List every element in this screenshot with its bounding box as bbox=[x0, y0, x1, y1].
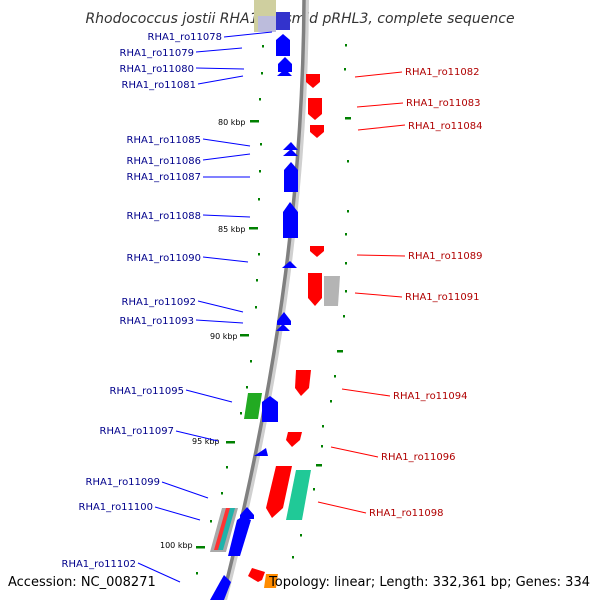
gene-arrow-ro11084 bbox=[310, 125, 324, 138]
gene-arrow-ro11078 bbox=[276, 12, 290, 30]
feature-top-light bbox=[258, 16, 276, 32]
gene-label-ro11098: RHA1_ro11098 bbox=[369, 508, 444, 519]
accession-text: Accession: NC_008271 bbox=[8, 575, 156, 590]
gene-label-ro11094: RHA1_ro11094 bbox=[393, 391, 468, 402]
topology-text: Topology: linear; Length: 332,361 bp; Ge… bbox=[268, 575, 590, 590]
forward-gene-arrows bbox=[210, 12, 298, 600]
gene-label-ro11089: RHA1_ro11089 bbox=[408, 251, 483, 262]
tick-label-85kbp: 85 kbp bbox=[218, 225, 246, 234]
gene-arrow-ro11096 bbox=[286, 432, 302, 447]
gene-arrow-ro11080 bbox=[278, 57, 292, 72]
gene-arrow-ro11090 bbox=[282, 261, 297, 268]
forward-leader-lines bbox=[137, 31, 273, 583]
gene-label-ro11093: RHA1_ro11093 bbox=[120, 316, 195, 327]
gene-label-ro11097: RHA1_ro11097 bbox=[100, 426, 175, 437]
gene-arrow-ro11085 bbox=[283, 142, 298, 150]
gene-arrow-ro11102 bbox=[210, 575, 231, 600]
gene-arrow-ro11082 bbox=[306, 74, 320, 88]
gene-label-ro11100: RHA1_ro11100 bbox=[79, 502, 154, 513]
gene-arrow-ro11095 bbox=[262, 396, 278, 422]
tick-label-80kbp: 80 kbp bbox=[218, 118, 246, 127]
gene-arrow-ro11081 bbox=[277, 69, 292, 76]
gene-label-ro11082: RHA1_ro11082 bbox=[405, 67, 480, 78]
map-title: Rhodococcus jostii RHA1 plasmid pRHL3, c… bbox=[85, 11, 514, 27]
feature-teal-98 bbox=[286, 470, 311, 520]
gene-label-ro11079: RHA1_ro11079 bbox=[120, 48, 195, 59]
feature-gray-91 bbox=[324, 276, 340, 306]
gene-label-ro11090: RHA1_ro11090 bbox=[127, 253, 202, 264]
gene-label-ro11080: RHA1_ro11080 bbox=[120, 64, 195, 75]
gene-label-ro11081: RHA1_ro11081 bbox=[122, 80, 197, 91]
gene-arrow-ro11089 bbox=[310, 246, 324, 257]
gene-arrow-ro11100 bbox=[240, 507, 254, 519]
gene-label-ro11091: RHA1_ro11091 bbox=[405, 292, 480, 303]
gene-arrow-ro11098 bbox=[266, 466, 292, 518]
gene-label-ro11087: RHA1_ro11087 bbox=[127, 172, 202, 183]
gene-arrow-ro11088 bbox=[283, 202, 298, 238]
reverse-gene-arrows bbox=[248, 74, 324, 582]
backbone-shadow bbox=[221, 0, 309, 600]
gene-arrow-ro11083 bbox=[308, 98, 322, 120]
gene-label-ro11086: RHA1_ro11086 bbox=[127, 156, 202, 167]
gene-arrow-bottom bbox=[248, 568, 265, 582]
gene-arrow-ro11086 bbox=[283, 149, 298, 156]
forward-gene-labels: RHA1_ro11078 RHA1_ro11079 RHA1_ro11080 R… bbox=[62, 32, 223, 570]
tick-label-95kbp: 95 kbp bbox=[192, 437, 220, 446]
gene-label-ro11088: RHA1_ro11088 bbox=[127, 211, 202, 222]
gene-arrow-ro11079 bbox=[276, 34, 290, 56]
gene-label-ro11095: RHA1_ro11095 bbox=[110, 386, 185, 397]
gene-arrow-ro11091 bbox=[308, 273, 322, 306]
feature-green-95 bbox=[244, 393, 262, 419]
feature-multicolor-100-teal bbox=[218, 508, 235, 550]
gene-label-ro11096: RHA1_ro11096 bbox=[381, 452, 456, 463]
gene-arrow-ro11100b bbox=[228, 516, 251, 556]
minor-ticks bbox=[196, 44, 349, 575]
gene-arrow-ro11087 bbox=[284, 162, 298, 192]
feature-orange-bottom bbox=[264, 574, 278, 588]
gene-label-ro11083: RHA1_ro11083 bbox=[406, 98, 481, 109]
tick-marks bbox=[196, 117, 351, 549]
gene-label-ro11099: RHA1_ro11099 bbox=[86, 477, 161, 488]
gene-label-ro11092: RHA1_ro11092 bbox=[122, 297, 197, 308]
gene-arrow-ro11092 bbox=[277, 312, 291, 325]
gene-label-ro11078: RHA1_ro11078 bbox=[148, 32, 223, 43]
gene-label-ro11102: RHA1_ro11102 bbox=[62, 559, 137, 570]
tick-label-100kbp: 100 kbp bbox=[160, 541, 193, 550]
gene-arrow-ro11094 bbox=[295, 370, 311, 396]
reverse-leader-lines bbox=[317, 71, 406, 514]
tick-label-90kbp: 90 kbp bbox=[210, 332, 238, 341]
backbone bbox=[220, 0, 306, 600]
reverse-gene-labels: RHA1_ro11082 RHA1_ro11083 RHA1_ro11084 R… bbox=[369, 67, 483, 519]
gene-arrow-ro11097 bbox=[254, 448, 268, 456]
gene-arrow-ro11093 bbox=[276, 324, 290, 331]
gene-label-ro11085: RHA1_ro11085 bbox=[127, 135, 202, 146]
gene-label-ro11084: RHA1_ro11084 bbox=[408, 121, 483, 132]
